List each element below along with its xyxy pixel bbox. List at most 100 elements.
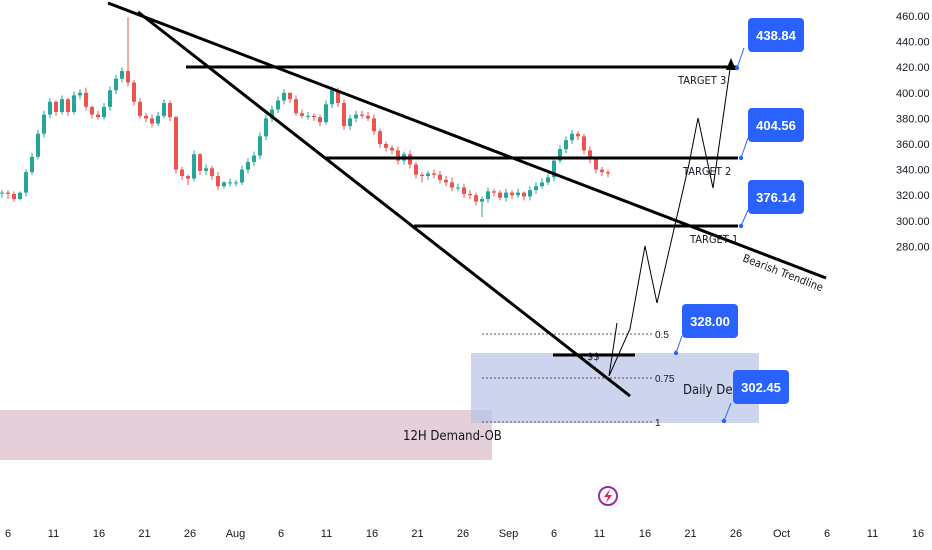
candle-body [0, 192, 4, 194]
candle-body [366, 115, 370, 119]
inner-trendline[interactable] [137, 10, 631, 398]
target-1-label: TARGET 1 [689, 233, 738, 246]
candle-body [204, 168, 208, 171]
y-tick-label: 420.00 [896, 62, 930, 74]
candle-body [438, 174, 442, 180]
svg-text:404.56: 404.56 [756, 118, 796, 133]
candle-body [558, 149, 562, 161]
candle-body [156, 115, 160, 124]
y-tick-label: 440.00 [896, 37, 930, 49]
candle-body [150, 118, 154, 124]
candle-body [30, 156, 34, 173]
candle-body [72, 95, 76, 112]
price-badge-328[interactable]: 328.00 [673, 304, 738, 356]
candle-body [600, 169, 604, 173]
candle-body [78, 92, 82, 96]
candle-body [432, 173, 436, 175]
candle-body [420, 174, 424, 176]
candle-body [426, 173, 430, 176]
target-3-label: TARGET 3 [677, 74, 726, 87]
svg-text:438.84: 438.84 [756, 28, 797, 43]
candle-body [606, 172, 610, 174]
y-tick-label: 340.00 [896, 165, 930, 177]
price-badge-302[interactable]: 302.45 [721, 370, 789, 424]
y-tick-label: 360.00 [896, 139, 930, 151]
price-badge-438[interactable]: 438.84 [734, 18, 804, 71]
bearish-trendline[interactable] [107, 1, 827, 280]
candle-body [540, 182, 544, 187]
x-tick-label: 16 [639, 528, 651, 540]
candle-body [228, 182, 232, 184]
candle-body [180, 169, 184, 176]
price-badge-376[interactable]: 376.14 [738, 180, 804, 229]
candle-body [36, 133, 40, 157]
svg-text:376.14: 376.14 [756, 190, 797, 205]
candle-body [378, 131, 382, 144]
candle-body [66, 99, 70, 112]
candle-body [582, 136, 586, 151]
candle-body [144, 115, 148, 119]
candle-body [456, 187, 460, 189]
x-tick-label: 11 [594, 528, 605, 540]
price-badge-404[interactable]: 404.56 [738, 108, 804, 161]
candle-body [462, 187, 466, 194]
candle-body [114, 78, 118, 91]
x-tick-label: Aug [226, 528, 246, 540]
y-axis: 280.00 300.00 320.00 340.00 360.00 380.00 400.… [896, 11, 930, 253]
candle-body [186, 176, 190, 179]
candle-body [414, 164, 418, 175]
candle-body [354, 114, 358, 119]
candle-body [300, 113, 304, 116]
candle-body [534, 186, 538, 191]
candle-body [522, 192, 526, 197]
candle-body [234, 182, 238, 184]
candle-body [24, 172, 28, 193]
candle-body [162, 103, 166, 116]
x-tick-label: 26 [184, 528, 196, 540]
y-tick-label: 380.00 [896, 113, 930, 125]
candle-body [498, 192, 502, 198]
x-tick-label: Sep [499, 528, 519, 540]
candle-body [330, 90, 334, 105]
lightning-bolt-icon[interactable] [598, 486, 618, 506]
x-tick-label: 16 [912, 528, 924, 540]
candle-body [270, 109, 274, 119]
candle-body [504, 192, 508, 198]
candle-body [18, 192, 22, 200]
x-tick-label: 11 [48, 528, 59, 540]
candle-body [84, 92, 88, 107]
x-tick-label: 6 [824, 528, 830, 540]
candle-body [282, 92, 286, 101]
candle-body [264, 118, 268, 137]
target-2-label: TARGET 2 [682, 165, 731, 178]
candle-body [240, 169, 244, 183]
candle-body [528, 190, 532, 197]
candle-body [342, 103, 346, 127]
candle-body [510, 192, 514, 196]
x-tick-label: 6 [5, 528, 11, 540]
candle-body [258, 136, 262, 156]
candle-body [384, 144, 388, 148]
candle-body [132, 82, 136, 102]
candle-body [552, 160, 556, 178]
candle-body [102, 106, 106, 118]
candle-body [210, 168, 214, 176]
candle-body [492, 191, 496, 193]
candle-body [6, 192, 10, 194]
candle-body [48, 101, 52, 115]
candle-body [546, 177, 550, 183]
candle-body [570, 133, 574, 141]
x-tick-label: 11 [321, 528, 332, 540]
candle-body [138, 101, 142, 116]
candle-body [60, 99, 64, 112]
x-tick-label: 16 [366, 528, 378, 540]
candle-body [516, 192, 520, 196]
x-tick-label: 26 [730, 528, 742, 540]
x-tick-label: 21 [684, 528, 696, 540]
svg-text:302.45: 302.45 [741, 380, 781, 395]
candle-body [168, 103, 172, 118]
candle-body [336, 90, 340, 104]
candle-body [348, 118, 352, 127]
candle-body [120, 71, 124, 79]
